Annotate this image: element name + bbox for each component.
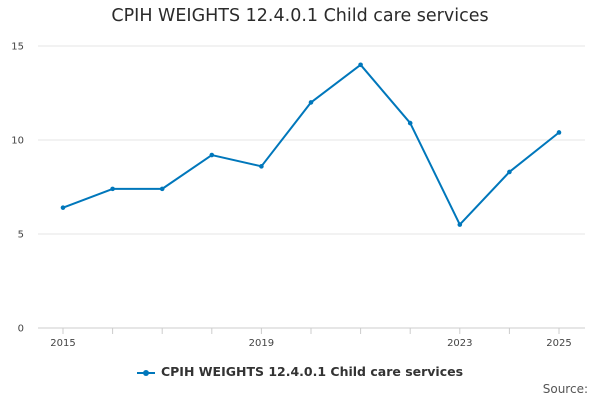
- data-point: [308, 100, 314, 105]
- legend[interactable]: CPIH WEIGHTS 12.4.0.1 Child care service…: [0, 364, 600, 379]
- legend-label: CPIH WEIGHTS 12.4.0.1 Child care service…: [160, 364, 464, 379]
- y-tick-label: 0: [18, 324, 24, 335]
- chart-title: CPIH WEIGHTS 12.4.0.1 Child care service…: [111, 6, 489, 26]
- data-point: [358, 62, 363, 68]
- data-point: [457, 222, 463, 227]
- source-label: Source:: [542, 382, 588, 396]
- data-point: [159, 186, 165, 192]
- series-line: [62, 63, 560, 226]
- data-point: [507, 169, 512, 175]
- data-point: [209, 152, 215, 158]
- x-tick-label: 2025: [546, 338, 571, 349]
- y-tick-label: 10: [11, 136, 24, 147]
- data-point: [60, 205, 66, 210]
- y-tick-label: 5: [18, 230, 24, 241]
- data-point: [556, 130, 562, 135]
- data-point: [110, 186, 115, 192]
- x-tick-label: 2019: [249, 338, 274, 349]
- data-point: [259, 164, 264, 169]
- y-tick-label: 15: [11, 42, 24, 53]
- x-tick-label: 2015: [50, 338, 75, 349]
- legend-line-marker-icon: [136, 367, 155, 379]
- data-point: [407, 120, 413, 126]
- x-tick-label: 2023: [447, 338, 472, 349]
